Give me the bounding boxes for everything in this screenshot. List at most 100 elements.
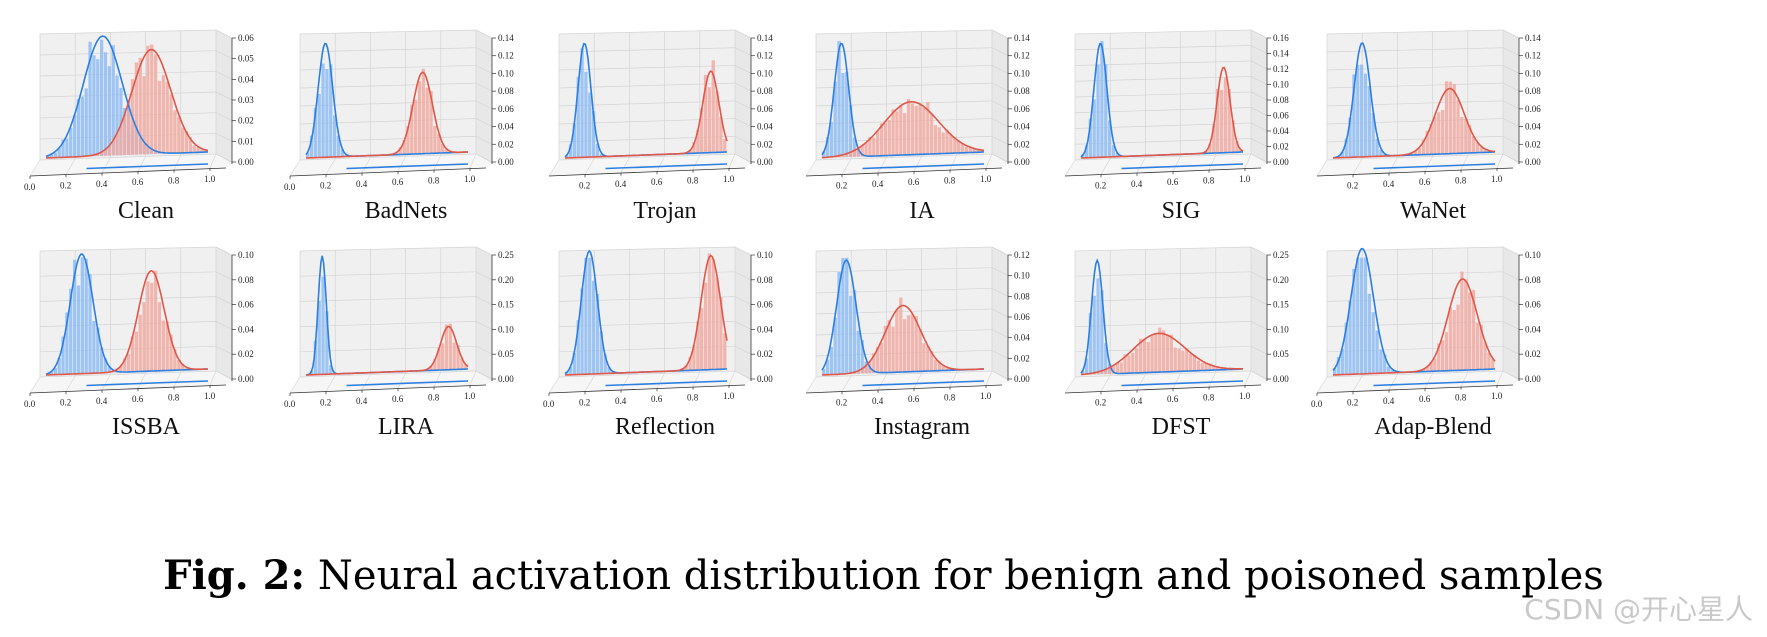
- bar-poisoned: [1212, 366, 1216, 371]
- grid-line-floor: [728, 370, 736, 386]
- bar-poisoned: [933, 125, 938, 154]
- bar-benign: [53, 152, 57, 158]
- z-tick-label: 0.10: [498, 324, 514, 334]
- bar-benign: [595, 143, 600, 157]
- grid-line-side: [1250, 321, 1268, 330]
- bar-poisoned: [460, 358, 464, 370]
- bar-poisoned: [165, 321, 169, 371]
- bar-poisoned: [437, 134, 441, 154]
- bar-poisoned: [398, 147, 402, 155]
- z-tick-label: 0.15: [1273, 300, 1289, 310]
- grid-line-side: [1502, 153, 1520, 163]
- bar-poisoned: [200, 149, 204, 153]
- x-axis-line: [548, 167, 746, 177]
- grid-line-side: [1250, 271, 1268, 281]
- bar-poisoned: [692, 345, 696, 371]
- x-tick-label: 0.6: [651, 394, 663, 404]
- histogram-benign: [306, 63, 348, 158]
- bar-benign: [1092, 99, 1096, 158]
- histogram-poisoned: [1417, 271, 1495, 372]
- grid-line-side: [1250, 107, 1268, 116]
- bar-benign: [1352, 74, 1356, 158]
- baseline-benign: [86, 380, 209, 387]
- bar-benign: [1096, 278, 1100, 375]
- grid-line-h: [1074, 29, 1252, 35]
- x-tick-label: 0.8: [1203, 176, 1215, 186]
- bar-poisoned: [899, 105, 903, 156]
- x-tick-label: 0.6: [132, 177, 144, 187]
- grid-line-side: [1502, 296, 1520, 305]
- bar-benign: [1111, 145, 1116, 157]
- bar-benign: [325, 311, 329, 375]
- z-tick-label: 0.06: [238, 33, 254, 43]
- bar-poisoned: [700, 307, 704, 370]
- grid-line-h: [299, 296, 477, 302]
- bar-benign: [69, 127, 73, 158]
- bar-poisoned: [1410, 152, 1414, 156]
- bar-poisoned: [1464, 279, 1468, 371]
- x-tick-label: 0.4: [356, 179, 368, 189]
- z-tick-label: 0.04: [498, 122, 514, 132]
- bar-poisoned: [1421, 368, 1425, 372]
- bar-benign: [333, 115, 337, 157]
- bar-poisoned: [150, 282, 154, 372]
- grid-line-side: [734, 65, 752, 74]
- bar-benign: [96, 327, 100, 374]
- density-curve-benign: [45, 35, 208, 158]
- bar-poisoned: [696, 321, 700, 371]
- bar-benign: [103, 52, 108, 156]
- z-tick-label: 0.10: [498, 68, 514, 78]
- grid-line-side: [734, 370, 752, 380]
- grid-line-h: [815, 246, 993, 252]
- side-pane: [992, 247, 1008, 381]
- bar-poisoned: [1150, 335, 1154, 373]
- bar-poisoned: [1104, 370, 1108, 375]
- grid-line-floor: [289, 159, 301, 177]
- bar-poisoned: [138, 57, 142, 155]
- chart-panel-dfst: 0.00 0.05 0.10 0.15 0.20 0.25 0.2 0.4 0.6 0.8 1.0: [1064, 246, 1289, 407]
- bar-poisoned: [177, 116, 181, 154]
- chart-panel-issba: 0.00 0.02 0.04 0.06 0.08 0.10 0.0 0.2 0.4 0.6 0.8 1…: [24, 246, 254, 409]
- grid-line-side: [734, 118, 752, 127]
- bar-poisoned: [414, 99, 418, 154]
- bar-poisoned: [711, 60, 715, 153]
- bar-poisoned: [127, 353, 131, 372]
- bar-benign: [313, 340, 317, 375]
- z-tick-label: 0.08: [498, 86, 514, 96]
- bar-poisoned: [154, 270, 158, 371]
- x-tick-label: 0.4: [872, 396, 884, 406]
- bar-poisoned: [138, 314, 142, 372]
- side-pane: [735, 30, 751, 164]
- bar-benign: [1344, 322, 1348, 375]
- bar-poisoned: [433, 358, 437, 371]
- bar-poisoned: [1491, 358, 1495, 370]
- bar-poisoned: [856, 148, 860, 157]
- grid-line-floor: [1100, 158, 1111, 175]
- bar-benign: [595, 293, 600, 374]
- x-tick-label: 0.4: [96, 179, 108, 189]
- bar-poisoned: [1448, 307, 1452, 371]
- bar-benign: [576, 320, 580, 375]
- bar-benign: [107, 66, 111, 156]
- grid-line-h: [815, 65, 993, 71]
- bar-benign: [107, 367, 111, 373]
- grid-line-h: [1074, 296, 1252, 302]
- grid-line-side: [475, 370, 493, 380]
- grid-line-side: [475, 100, 493, 110]
- x-tick-label: 0.4: [1131, 396, 1143, 406]
- x-tick-label: 0.8: [168, 176, 180, 186]
- bar-poisoned: [918, 103, 922, 155]
- floor-pane: [1317, 154, 1519, 176]
- bar-poisoned: [157, 302, 162, 371]
- bar-benign: [822, 151, 826, 158]
- floor-pane: [30, 154, 232, 176]
- bar-benign: [1088, 118, 1092, 158]
- bar-benign: [96, 59, 100, 157]
- bar-poisoned: [1154, 333, 1158, 373]
- bar-poisoned: [876, 131, 880, 156]
- chart-panel-adap-blend: 0.00 0.02 0.04 0.06 0.08 0.10 0.0 0.2 0.4 0.6 0.8 1…: [1311, 246, 1541, 409]
- bar-benign: [845, 257, 849, 375]
- bar-poisoned: [723, 139, 727, 153]
- grid-line-floor: [656, 373, 665, 389]
- bar-benign: [88, 41, 92, 157]
